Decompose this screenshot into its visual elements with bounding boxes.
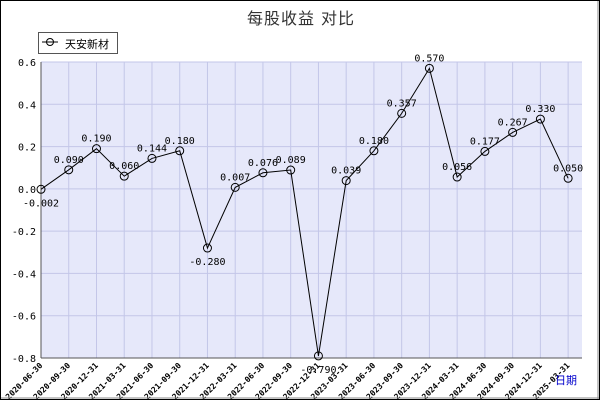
data-label: -0.280 bbox=[189, 257, 225, 268]
data-point bbox=[452, 172, 462, 182]
data-point bbox=[119, 171, 129, 181]
y-tick-label: -0.8 bbox=[12, 354, 36, 365]
data-label: 0.089 bbox=[276, 155, 306, 166]
y-tick-label: 0.4 bbox=[18, 100, 36, 111]
data-point bbox=[508, 127, 518, 137]
data-point bbox=[258, 168, 268, 178]
data-point bbox=[480, 146, 490, 156]
y-tick-label: -0.4 bbox=[12, 269, 36, 280]
data-point bbox=[424, 63, 434, 73]
data-label: 0.357 bbox=[387, 98, 417, 109]
data-label: 0.056 bbox=[442, 162, 472, 173]
data-point bbox=[36, 184, 46, 194]
data-point bbox=[286, 165, 296, 175]
data-label: 0.076 bbox=[248, 158, 278, 169]
y-tick-label: -0.2 bbox=[12, 227, 36, 238]
plot-area bbox=[41, 62, 582, 358]
data-point bbox=[341, 176, 351, 186]
data-point bbox=[175, 146, 185, 156]
data-point bbox=[563, 173, 573, 183]
data-point bbox=[202, 243, 212, 253]
series-line bbox=[40, 67, 569, 356]
data-point bbox=[64, 165, 74, 175]
y-tick-label: -0.6 bbox=[12, 312, 36, 323]
data-label: 0.039 bbox=[331, 166, 361, 177]
data-point bbox=[369, 146, 379, 156]
data-label: 0.330 bbox=[525, 104, 555, 115]
data-label: 0.570 bbox=[414, 53, 444, 64]
y-tick-label: 0.6 bbox=[18, 58, 36, 69]
data-point bbox=[91, 144, 101, 154]
data-label: 0.060 bbox=[109, 161, 139, 172]
data-point bbox=[397, 108, 407, 118]
legend: 天安新材 bbox=[38, 32, 118, 54]
data-label: 0.177 bbox=[470, 136, 500, 147]
y-tick-label: 0.0 bbox=[18, 185, 36, 196]
data-label: -0.790 bbox=[300, 365, 336, 376]
data-label: 0.144 bbox=[137, 143, 167, 154]
data-label: 0.267 bbox=[498, 117, 528, 128]
data-label: 0.190 bbox=[81, 134, 111, 145]
data-label: 0.007 bbox=[220, 172, 250, 183]
date-link[interactable]: 日期 bbox=[555, 374, 577, 387]
data-point bbox=[313, 351, 323, 361]
data-point bbox=[230, 182, 240, 192]
data-label: 0.180 bbox=[165, 136, 195, 147]
legend-label: 天安新材 bbox=[65, 38, 109, 51]
data-label: 0.180 bbox=[359, 136, 389, 147]
y-tick-label: 0.2 bbox=[18, 143, 36, 154]
chart-title: 每股收益 对比 bbox=[246, 9, 356, 28]
data-label: 0.090 bbox=[54, 155, 84, 166]
data-label: 0.050 bbox=[553, 163, 583, 174]
data-label: -0.002 bbox=[23, 198, 59, 209]
data-point bbox=[147, 153, 157, 163]
legend-marker-icon bbox=[42, 38, 58, 46]
data-point bbox=[535, 114, 545, 124]
